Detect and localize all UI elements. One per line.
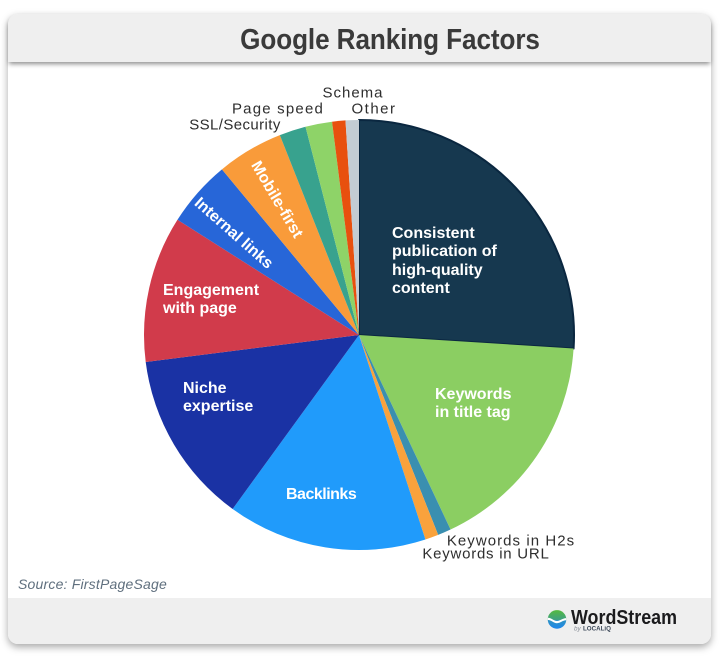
svg-text:WordStream: WordStream <box>571 607 677 629</box>
svg-text:LOCALiQ: LOCALiQ <box>583 625 611 632</box>
svg-text:by: by <box>574 625 582 632</box>
